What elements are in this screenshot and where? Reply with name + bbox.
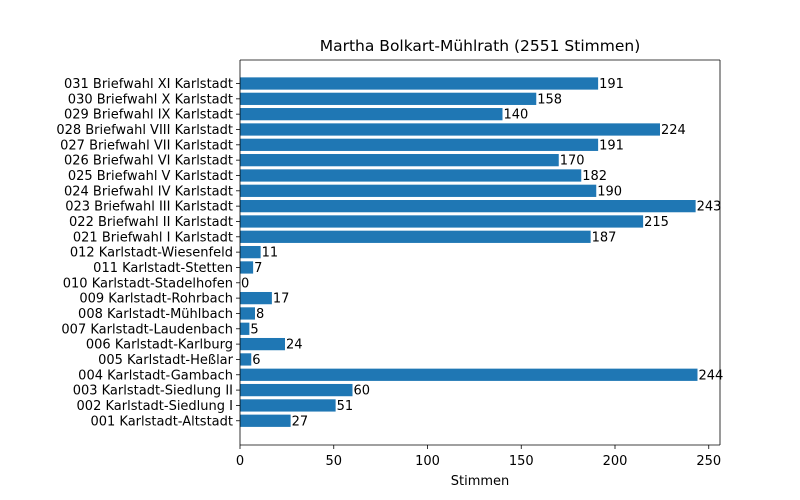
x-tick-label: 50 <box>325 454 342 469</box>
value-label: 191 <box>599 77 624 92</box>
category-label: 002 Karlstadt-Siedlung I <box>77 399 233 414</box>
bar <box>240 399 336 412</box>
category-label: 031 Briefwahl XI Karlstadt <box>64 77 233 92</box>
value-label: 5 <box>250 322 258 337</box>
value-label: 17 <box>273 292 290 307</box>
value-label: 6 <box>252 353 260 368</box>
x-tick-label: 200 <box>603 454 628 469</box>
value-label: 170 <box>560 154 585 169</box>
category-label: 011 Karlstadt-Stetten <box>93 261 233 276</box>
category-label: 009 Karlstadt-Rohrbach <box>79 292 233 307</box>
value-label: 7 <box>254 261 262 276</box>
value-label: 191 <box>599 138 624 153</box>
value-label: 24 <box>286 338 303 353</box>
x-tick-label: 250 <box>696 454 721 469</box>
category-label: 027 Briefwahl VII Karlstadt <box>60 138 233 153</box>
value-label: 244 <box>699 368 724 383</box>
value-label: 11 <box>262 246 279 261</box>
bar <box>240 184 597 197</box>
axes-spines <box>239 59 721 446</box>
value-label: 51 <box>337 399 354 414</box>
category-label: 023 Briefwahl III Karlstadt <box>65 200 233 215</box>
category-label: 021 Briefwahl I Karlstadt <box>73 230 233 245</box>
bar <box>240 92 537 105</box>
bar <box>240 138 599 151</box>
bar <box>240 230 591 243</box>
category-label: 030 Briefwahl X Karlstadt <box>68 92 233 107</box>
bar <box>240 414 291 427</box>
category-label: 012 Karlstadt-Wiesenfeld <box>70 246 233 261</box>
value-label: 158 <box>537 92 562 107</box>
value-label: 8 <box>256 307 264 322</box>
category-label: 022 Briefwahl II Karlstadt <box>69 215 233 230</box>
value-label: 0 <box>241 276 249 291</box>
bar <box>240 215 644 228</box>
bar <box>240 291 272 305</box>
category-label: 004 Karlstadt-Gambach <box>78 368 233 383</box>
x-tick-label: 150 <box>509 454 534 469</box>
value-label: 243 <box>697 200 722 215</box>
bar <box>240 169 582 182</box>
category-label: 026 Briefwahl VI Karlstadt <box>64 154 233 169</box>
bar <box>240 307 255 320</box>
x-tick-label: 100 <box>415 454 440 469</box>
bar <box>240 200 696 213</box>
bar <box>240 108 503 121</box>
value-label: 190 <box>597 184 622 199</box>
value-label: 60 <box>354 384 371 399</box>
bar <box>240 123 660 136</box>
value-label: 27 <box>292 414 309 429</box>
bar <box>240 245 261 259</box>
category-label: 029 Briefwahl IX Karlstadt <box>64 108 233 123</box>
value-label: 182 <box>582 169 607 184</box>
category-label: 010 Karlstadt-Stadelhofen <box>63 276 233 291</box>
category-label: 007 Karlstadt-Laudenbach <box>61 322 233 337</box>
value-label: 224 <box>661 123 686 138</box>
x-tick-label: 0 <box>236 454 244 469</box>
category-label: 025 Briefwahl V Karlstadt <box>68 169 233 184</box>
value-label: 140 <box>504 108 529 123</box>
bar <box>240 383 353 397</box>
bar <box>240 353 252 366</box>
value-label: 215 <box>644 215 669 230</box>
bar <box>240 337 285 351</box>
bar <box>240 261 254 274</box>
chart-title: Martha Bolkart-Mühlrath (2551 Stimmen) <box>320 37 641 55</box>
x-axis-label: Stimmen <box>451 474 510 489</box>
category-label: 006 Karlstadt-Karlburg <box>86 338 233 353</box>
bar <box>240 154 559 167</box>
category-label: 028 Briefwahl VIII Karlstadt <box>56 123 233 138</box>
category-label: 005 Karlstadt-Heßlar <box>98 353 234 368</box>
x-ticks-group: 0 50 100 150 200 250 <box>236 445 721 469</box>
bars-group <box>240 77 698 427</box>
category-label: 001 Karlstadt-Altstadt <box>90 414 233 429</box>
value-label: 187 <box>592 230 617 245</box>
category-label: 024 Briefwahl IV Karlstadt <box>64 184 233 199</box>
bar <box>240 77 599 90</box>
category-label: 008 Karlstadt-Mühlbach <box>78 307 233 322</box>
bar <box>240 322 250 335</box>
category-label: 003 Karlstadt-Siedlung II <box>73 384 233 399</box>
bar <box>240 368 698 381</box>
